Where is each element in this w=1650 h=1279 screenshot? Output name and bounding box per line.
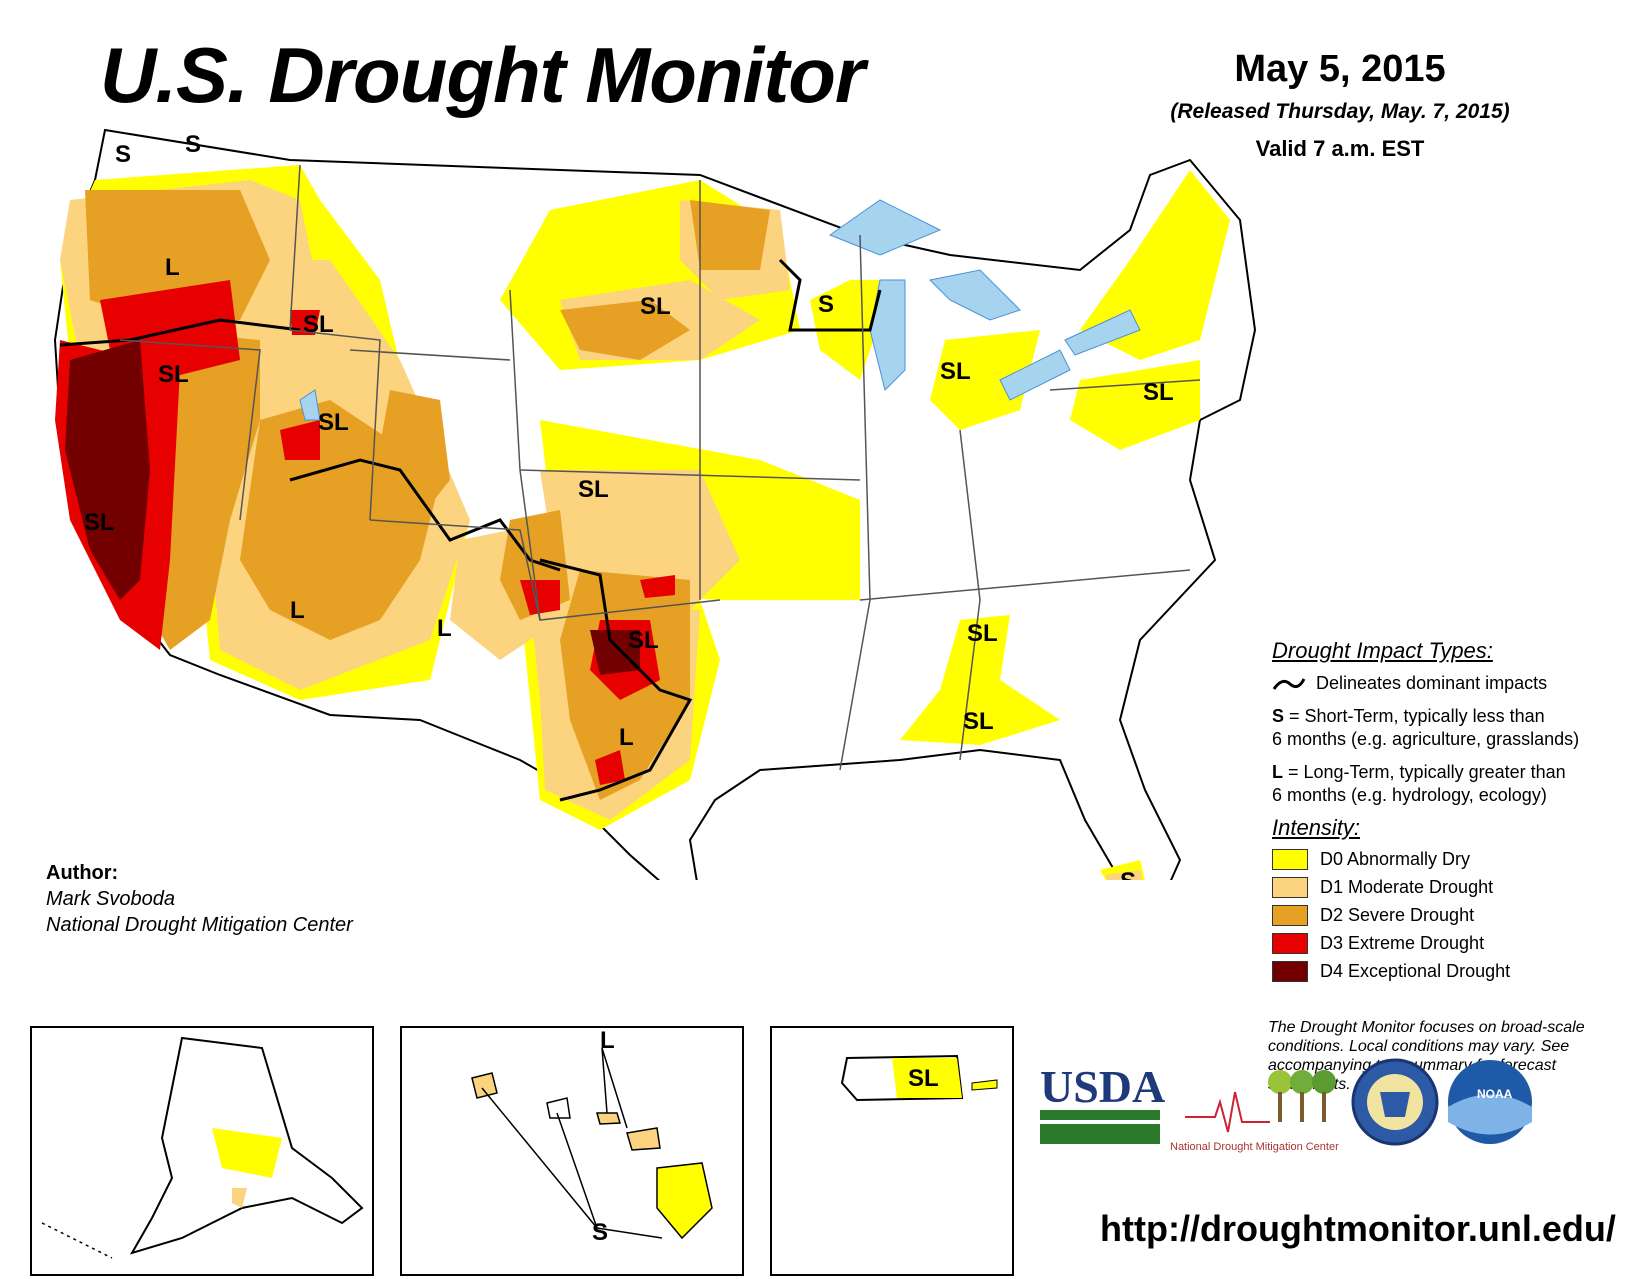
noaa-logo: NOAA — [1448, 1060, 1532, 1144]
logo-strip: USDA National Drought Mitigation Center … — [1040, 1058, 1532, 1153]
puerto-rico-inset: SL — [770, 1026, 1014, 1276]
label-ca: SL — [84, 509, 115, 536]
legend: Drought Impact Types: Delineates dominan… — [1272, 638, 1632, 985]
author-name: Mark Svoboda — [46, 888, 175, 910]
state-lines — [119, 164, 1201, 771]
intensity-row: D0 Abnormally Dry — [1272, 845, 1632, 873]
intensity-swatch — [1272, 960, 1308, 982]
label-id: SL — [303, 311, 334, 338]
svg-text:National Drought Mitigation Ce: National Drought Mitigation Center — [1170, 1141, 1339, 1153]
intensity-label: D4 Exceptional Drought — [1320, 960, 1511, 981]
intensity-row: D4 Exceptional Drought — [1272, 957, 1632, 985]
page-title: U.S. Drought Monitor — [100, 31, 865, 119]
label-hi-l: L — [600, 1028, 615, 1054]
intensity-swatches: D0 Abnormally Dry D1 Moderate Drought D2 S… — [1272, 845, 1632, 985]
author-block: Author: Mark Svoboda National Drought Mi… — [46, 860, 353, 938]
label-mi: SL — [940, 358, 971, 385]
l-key: L — [1272, 762, 1283, 782]
hawaii-inset: L S — [400, 1026, 744, 1276]
svg-text:USDA: USDA — [1040, 1061, 1165, 1112]
label-pa: SL — [1143, 379, 1174, 406]
label-or: L — [165, 254, 180, 281]
alaska-map — [41, 1036, 364, 1259]
svg-text:NOAA: NOAA — [1477, 1087, 1513, 1101]
label-wa-north: S — [185, 131, 201, 158]
label-ga-south: SL — [963, 708, 994, 735]
ndmc-logo: National Drought Mitigation Center — [1170, 1070, 1339, 1153]
great-lakes — [299, 199, 1141, 421]
s-key: S — [1272, 706, 1285, 726]
intensity-swatch — [1272, 932, 1308, 954]
usda-logo: USDA — [1040, 1061, 1165, 1144]
impact-lines — [59, 258, 882, 802]
label-hi-s: S — [592, 1219, 608, 1246]
short-term-line1: S = Short-Term, typically less than — [1272, 705, 1632, 728]
label-ks: SL — [578, 476, 609, 503]
label-ok: SL — [628, 627, 659, 654]
intensity-label: D3 Extreme Drought — [1320, 932, 1485, 953]
intensity-label: D0 Abnormally Dry — [1320, 848, 1471, 869]
label-fl: S — [1120, 868, 1136, 880]
long-term-line1: L = Long-Term, typically greater than — [1272, 761, 1632, 784]
s-text: = Short-Term, typically less than — [1284, 706, 1545, 726]
delineates-text: Delineates dominant impacts — [1316, 673, 1548, 693]
valid-time: Valid 7 a.m. EST — [1255, 136, 1425, 161]
label-ut: SL — [318, 409, 349, 436]
hawaii-map: L S — [471, 1027, 713, 1246]
intensity-swatch — [1272, 904, 1308, 926]
monitor-url[interactable]: http://droughtmonitor.unl.edu/ — [1100, 1208, 1616, 1249]
author-label: Author: — [46, 862, 119, 884]
label-ga: SL — [967, 620, 998, 647]
conus-drought-map: S S L SL SL SL SL L L SL SL S SL SL SL L… — [53, 128, 1257, 880]
intensity-row: D2 Severe Drought — [1272, 901, 1632, 929]
intensity-row: D3 Extreme Drought — [1272, 929, 1632, 957]
label-nm: L — [437, 615, 452, 642]
impact-types-heading: Drought Impact Types: — [1272, 638, 1493, 663]
release-date: (Released Thursday, May. 7, 2015) — [1170, 100, 1510, 123]
label-nv: SL — [158, 361, 189, 388]
l-text: = Long-Term, typically greater than — [1283, 762, 1566, 782]
commerce-seal — [1351, 1058, 1439, 1146]
label-sd: SL — [640, 293, 671, 320]
intensity-row: D1 Moderate Drought — [1272, 873, 1632, 901]
intensity-swatch — [1272, 848, 1308, 870]
delineates-row: Delineates dominant impacts — [1272, 672, 1632, 695]
label-pr: SL — [908, 1065, 939, 1092]
puerto-rico-map: SL — [840, 1054, 998, 1102]
label-tx: L — [619, 724, 634, 751]
label-wi: S — [818, 291, 834, 318]
author-org: National Drought Mitigation Center — [46, 914, 353, 936]
d4-areas — [65, 340, 640, 675]
alaska-inset — [30, 1026, 374, 1276]
long-term-line2: 6 months (e.g. hydrology, ecology) — [1272, 785, 1547, 805]
map-date: May 5, 2015 — [1234, 48, 1446, 90]
intensity-heading: Intensity: — [1272, 815, 1361, 840]
intensity-label: D1 Moderate Drought — [1320, 876, 1494, 897]
label-az: L — [290, 597, 305, 624]
intensity-label: D2 Severe Drought — [1320, 904, 1475, 925]
short-term-line2: 6 months (e.g. agriculture, grasslands) — [1272, 729, 1580, 749]
intensity-swatch — [1272, 876, 1308, 898]
impact-line-icon — [1272, 677, 1306, 690]
label-wa-west: S — [115, 141, 131, 168]
